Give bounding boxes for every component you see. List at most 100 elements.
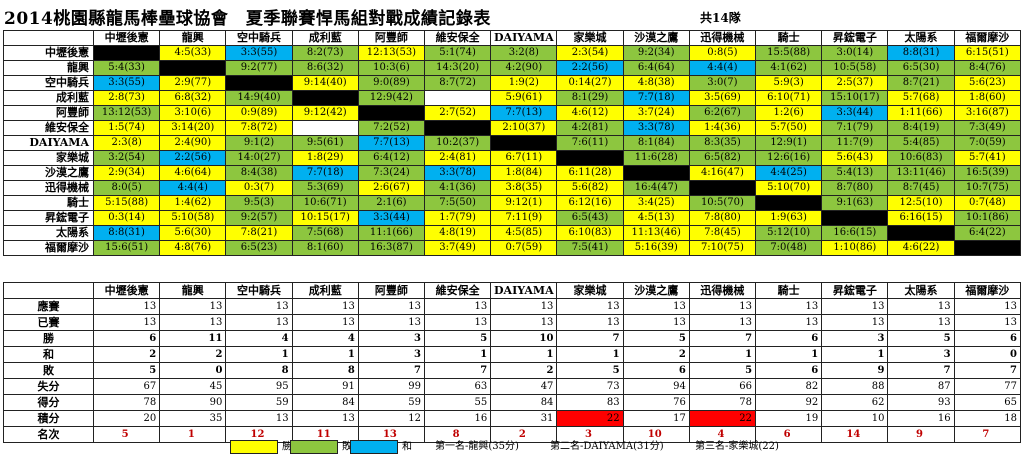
match-result-cell: 1:5(74)	[92, 120, 161, 136]
stats-cell: 20	[92, 410, 161, 427]
matrix-row: 空中騎兵 3:3(55) 2:9(77) 9:14(40) 9:0(89) 8:7(72)…	[3, 75, 1022, 91]
page-title: 2014桃園縣龍馬棒壘球協會 夏季聯賽悍馬組對戰成績記錄表	[4, 9, 491, 29]
stats-cell: 13	[622, 314, 690, 331]
match-result-cell: 3:8(35)	[490, 180, 558, 196]
matrix-row-header: 迅得機械	[3, 180, 94, 196]
stats-col-header: 昇鋐電子	[821, 282, 889, 299]
stats-cell: 5	[92, 426, 161, 443]
matrix-row: 沙漠之鷹 2:9(34) 4:6(64) 8:4(38) 7:7(18) 7:3(24) 3…	[3, 165, 1022, 181]
match-result-cell: 7:8(21)	[225, 225, 293, 241]
match-result-cell: 16:4(47)	[622, 180, 690, 196]
match-result-cell: 7:6(11)	[556, 135, 624, 151]
stats-row: 勝 6 11 4 4 3 5 10 7 5 7 6 3 5 6	[3, 330, 1022, 347]
stats-cell: 13	[490, 314, 558, 331]
legend-tie-swatch	[350, 440, 398, 454]
match-result-cell: 5:4(85)	[887, 135, 955, 151]
match-result-cell: 4:2(90)	[490, 60, 558, 76]
matrix-col-header: DAIYAMA	[490, 30, 558, 46]
stats-cell: 84	[490, 394, 558, 411]
match-result-cell: 3:5(69)	[688, 90, 757, 106]
match-result-cell: 5:16(39)	[622, 240, 690, 256]
stats-cell: 22	[688, 410, 757, 427]
match-result-cell	[622, 165, 690, 181]
match-result-cell: 11:1(66)	[357, 225, 426, 241]
match-result-cell: 16:6(15)	[821, 225, 889, 241]
matrix-col-header: 龍興	[159, 30, 227, 46]
stats-cell: 13	[887, 314, 955, 331]
match-result-cell: 2:9(77)	[159, 75, 227, 91]
match-result-cell: 7:7(13)	[357, 135, 426, 151]
match-result-cell: 5:6(30)	[159, 225, 227, 241]
match-result-cell: 15:5(88)	[755, 45, 823, 61]
match-result-cell: 5:4(13)	[821, 165, 889, 181]
match-result-cell	[92, 45, 161, 61]
match-result-cell	[291, 90, 359, 106]
match-result-cell: 2:6(67)	[357, 180, 426, 196]
match-result-cell: 9:2(57)	[225, 210, 293, 226]
match-result-cell: 5:6(82)	[556, 180, 624, 196]
match-result-cell: 8:8(31)	[887, 45, 955, 61]
stats-col-header: 家樂城	[556, 282, 624, 299]
stats-cell: 13	[755, 314, 823, 331]
matrix-col-header: 太陽系	[887, 30, 955, 46]
match-result-cell: 0:14(27)	[556, 75, 624, 91]
match-result-cell: 7:7(18)	[291, 165, 359, 181]
match-result-cell: 3:3(55)	[92, 75, 161, 91]
matrix-row: 成利藍 2:8(73) 6:8(32) 14:9(40) 12:9(42) 5:9(61)…	[3, 90, 1022, 106]
match-result-cell: 1:7(79)	[424, 210, 492, 226]
match-result-cell: 12:9(1)	[755, 135, 823, 151]
match-result-cell: 6:2(67)	[688, 105, 757, 121]
stats-col-header: 成利藍	[291, 282, 359, 299]
stats-col-header: 阿豐師	[357, 282, 426, 299]
stats-cell: 83	[556, 394, 624, 411]
stats-cell: 12	[357, 410, 426, 427]
stats-cell: 55	[424, 394, 492, 411]
stats-cell: 78	[92, 394, 161, 411]
match-result-cell: 2:8(73)	[92, 90, 161, 106]
stats-cell: 7	[953, 426, 1022, 443]
stats-cell: 2	[159, 346, 227, 363]
stats-row-label: 應賽	[3, 298, 94, 315]
match-result-cell: 2:9(34)	[92, 165, 161, 181]
stats-cell: 73	[556, 378, 624, 395]
match-result-cell: 9:12(1)	[490, 195, 558, 211]
match-result-cell: 0:7(59)	[490, 240, 558, 256]
stats-cell: 13	[556, 298, 624, 315]
matrix-row-header: 騎士	[3, 195, 94, 211]
match-result-cell: 5:7(50)	[755, 120, 823, 136]
stats-cell: 99	[357, 378, 426, 395]
matrix-col-header: 沙漠之鷹	[622, 30, 690, 46]
stats-cell: 3	[357, 330, 426, 347]
stats-cell: 13	[887, 298, 955, 315]
stats-cell: 7	[556, 330, 624, 347]
stats-cell: 7	[887, 362, 955, 379]
stats-cell: 0	[953, 346, 1022, 363]
match-result-cell: 2:4(90)	[159, 135, 227, 151]
stats-row-label: 得分	[3, 394, 94, 411]
match-result-cell: 6:15(51)	[953, 45, 1022, 61]
stats-cell: 5	[92, 362, 161, 379]
stats-col-header: 空中騎兵	[225, 282, 293, 299]
match-result-cell: 9:1(63)	[821, 195, 889, 211]
stats-cell: 0	[159, 362, 227, 379]
match-result-cell: 5:10(70)	[755, 180, 823, 196]
stats-cell: 14	[821, 426, 889, 443]
match-result-cell: 7:7(13)	[490, 105, 558, 121]
stats-cell: 18	[953, 410, 1022, 427]
match-result-cell: 3:0(14)	[821, 45, 889, 61]
matrix-row: 阿豐師 13:12(53) 3:10(6) 0:9(89) 9:12(42) 2:7(52…	[3, 105, 1022, 121]
stats-row-label: 和	[3, 346, 94, 363]
match-result-cell: 13:11(46)	[887, 165, 955, 181]
stats-cell: 5	[556, 362, 624, 379]
stats-cell: 63	[424, 378, 492, 395]
match-result-cell: 8:0(5)	[92, 180, 161, 196]
match-result-cell: 2:7(52)	[424, 105, 492, 121]
stats-cell: 13	[357, 314, 426, 331]
stats-cell: 9	[821, 362, 889, 379]
match-result-cell: 3:10(6)	[159, 105, 227, 121]
stats-cell: 1	[490, 346, 558, 363]
stats-cell: 7	[688, 330, 757, 347]
stats-cell: 6	[622, 362, 690, 379]
match-result-cell	[688, 180, 757, 196]
stats-cell: 13	[291, 298, 359, 315]
